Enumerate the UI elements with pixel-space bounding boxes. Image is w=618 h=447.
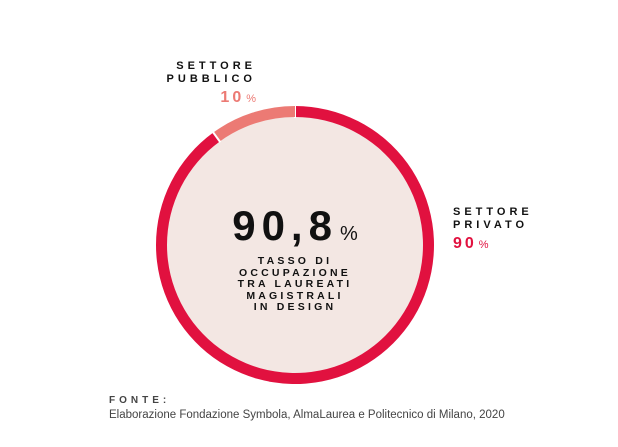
- donut-slice-public: [213, 106, 295, 142]
- private-unit: %: [478, 239, 489, 251]
- label-private-sector: SETTORE PRIVATO 90%: [453, 206, 533, 252]
- donut-slices: [156, 105, 435, 384]
- public-label-line1: SETTORE: [176, 60, 256, 72]
- center-unit: %: [339, 223, 358, 245]
- donut-center-disc: [165, 115, 425, 375]
- source-title: FONTE:: [109, 395, 171, 406]
- private-label-line1: SETTORE: [453, 206, 533, 218]
- caption-line: MAGISTRALI: [246, 289, 344, 302]
- center-value: 90,8%: [190, 202, 400, 250]
- private-value: 90: [453, 235, 477, 252]
- public-unit: %: [246, 93, 256, 105]
- center-number: 90,8: [232, 202, 338, 249]
- caption-line: TRA LAUREATI: [237, 278, 353, 290]
- caption-line: OCCUPAZIONE: [238, 266, 351, 279]
- private-label-line2: PRIVATO: [453, 219, 529, 231]
- private-percentage: 90%: [453, 235, 533, 252]
- public-label-line2: PUBBLICO: [166, 73, 256, 85]
- slice-separator: [211, 131, 222, 143]
- label-public-sector: SETTORE PUBBLICO 10%: [150, 60, 256, 106]
- source-text: Elaborazione Fondazione Symbola, AlmaLau…: [109, 409, 505, 421]
- public-value: 10: [220, 89, 245, 106]
- public-percentage: 10%: [150, 89, 256, 106]
- caption-line: IN DESIGN: [253, 301, 337, 313]
- center-caption: TASSO DI OCCUPAZIONE TRA LAUREATI MAGIST…: [200, 255, 390, 314]
- caption-line: TASSO DI: [257, 255, 333, 267]
